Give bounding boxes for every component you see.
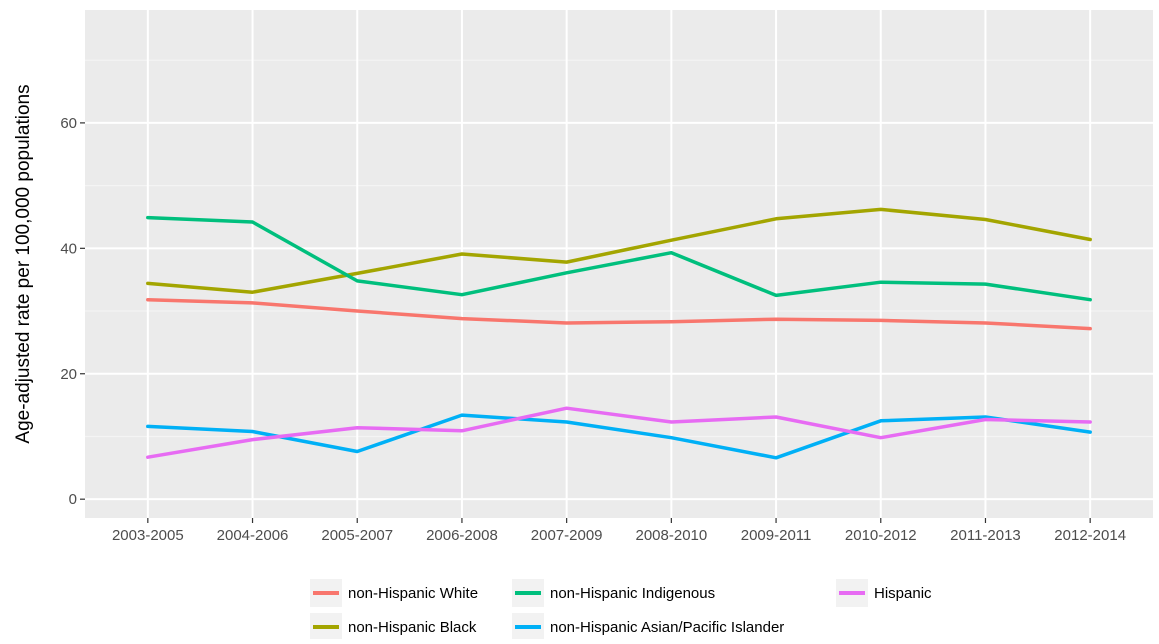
x-tick-label: 2011-2013 bbox=[950, 527, 1021, 544]
legend-label: non-Hispanic Black bbox=[348, 619, 477, 636]
series-line bbox=[146, 207, 1092, 294]
legend-label: non-Hispanic Indigenous bbox=[550, 585, 715, 602]
y-axis-title: Age-adjusted rate per 100,000 population… bbox=[13, 84, 34, 443]
y-axis: 0 20 40 60 bbox=[60, 115, 85, 508]
x-tick-label: 2008-2010 bbox=[635, 527, 707, 544]
legend: non-Hispanic White non-Hispanic Black non-… bbox=[310, 579, 932, 641]
legend-label: Hispanic bbox=[874, 585, 932, 602]
x-tick-label: 2003-2005 bbox=[112, 527, 184, 544]
x-tick-label: 2009-2011 bbox=[741, 527, 812, 544]
x-tick-label: 2005-2007 bbox=[321, 527, 393, 544]
x-axis: 2003-2005 2004-2006 2005-2007 2006-2008 2007… bbox=[112, 518, 1126, 544]
legend-label: non-Hispanic Asian/Pacific Islander bbox=[550, 619, 784, 636]
y-tick-label: 40 bbox=[60, 240, 77, 257]
legend-label: non-Hispanic White bbox=[348, 585, 478, 602]
minor-gridlines bbox=[85, 59, 1153, 438]
x-tick-label: 2007-2009 bbox=[531, 527, 603, 544]
series-line bbox=[146, 413, 1092, 460]
y-tick-label: 20 bbox=[60, 366, 77, 383]
major-gridlines bbox=[85, 10, 1153, 518]
x-tick-label: 2006-2008 bbox=[426, 527, 498, 544]
x-tick-label: 2012-2014 bbox=[1054, 527, 1126, 544]
series-line bbox=[146, 215, 1092, 302]
series-lines bbox=[146, 207, 1092, 460]
x-tick-label: 2004-2006 bbox=[217, 527, 289, 544]
y-tick-label: 0 bbox=[69, 491, 77, 508]
series-line bbox=[146, 406, 1092, 459]
x-tick-label: 2010-2012 bbox=[845, 527, 917, 544]
y-tick-label: 60 bbox=[60, 115, 77, 132]
series-line bbox=[146, 297, 1092, 331]
